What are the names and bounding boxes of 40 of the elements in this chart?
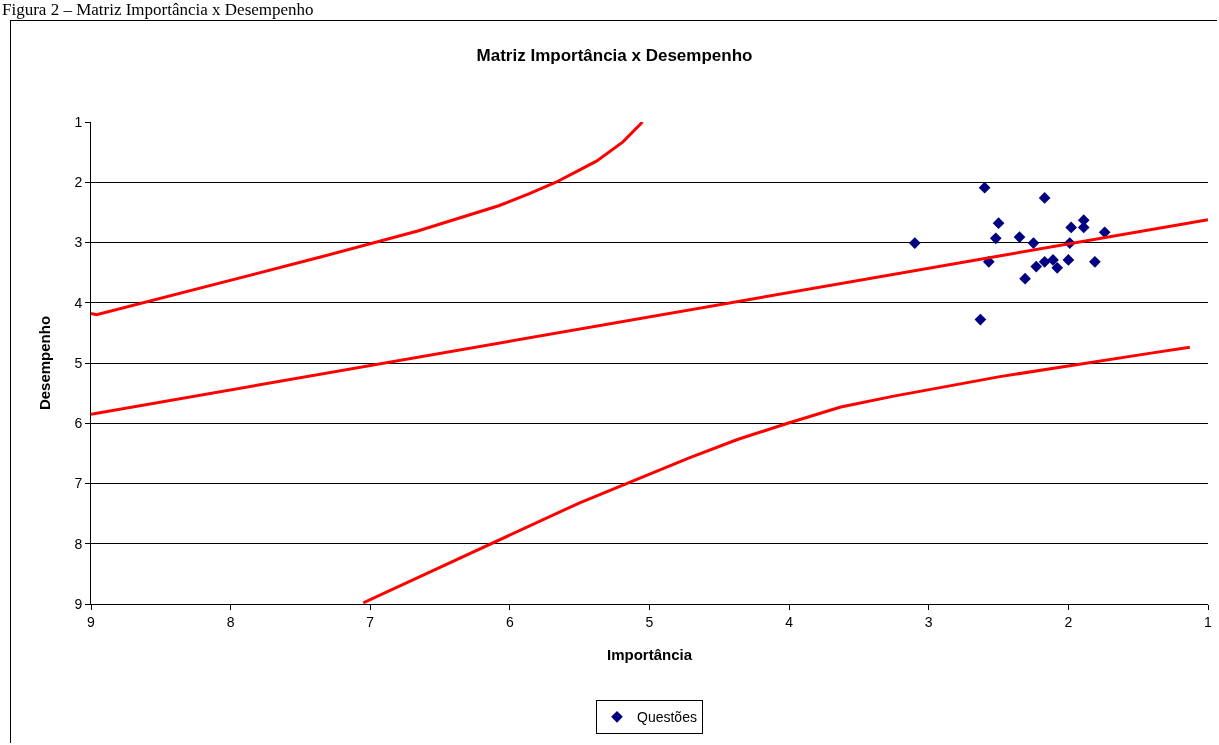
point [1019, 272, 1031, 285]
point [992, 217, 1005, 230]
x-tick-label: 3 [924, 613, 933, 630]
x-tick-label: 1 [1204, 613, 1213, 630]
point [974, 313, 987, 326]
point [978, 181, 991, 194]
x-tick-label: 8 [226, 613, 235, 630]
y-tick-label: 4 [74, 294, 83, 311]
point [1065, 221, 1078, 234]
y-tick-label: 7 [74, 475, 83, 492]
y-tick-label: 5 [74, 354, 83, 371]
point [1013, 231, 1026, 243]
x-tick-label: 7 [366, 613, 375, 630]
y-tick-label: 3 [74, 234, 83, 251]
line-series [91, 122, 645, 317]
legend-label: Questões [637, 709, 697, 726]
y-tick-label: 1 [74, 113, 83, 130]
x-tick-label: 6 [505, 613, 514, 630]
point [908, 237, 921, 249]
point [1089, 255, 1101, 268]
x-tick-label: 5 [645, 613, 654, 630]
point [1062, 254, 1075, 266]
point [1038, 192, 1051, 204]
x-tick-label: 2 [1064, 613, 1073, 630]
y-axis-title: Desempenho [35, 315, 53, 411]
point [1027, 237, 1040, 249]
y-tick-label: 8 [74, 535, 83, 552]
x-tick-label: 9 [87, 613, 96, 630]
point [1038, 255, 1051, 268]
y-tick-label: 9 [74, 595, 83, 612]
point [1051, 261, 1064, 274]
line-series [361, 345, 1192, 604]
point [989, 232, 1002, 245]
text: Figura 2 – Matriz Importância x Desempenho [2, 0, 314, 19]
x-axis-title: Importância [606, 645, 693, 663]
chart-title: Matriz Importância x Desempenho [476, 45, 753, 65]
point [1030, 260, 1043, 273]
y-tick-label: 2 [74, 174, 83, 191]
x-tick-label: 4 [785, 613, 794, 630]
y-tick-label: 6 [74, 415, 83, 432]
